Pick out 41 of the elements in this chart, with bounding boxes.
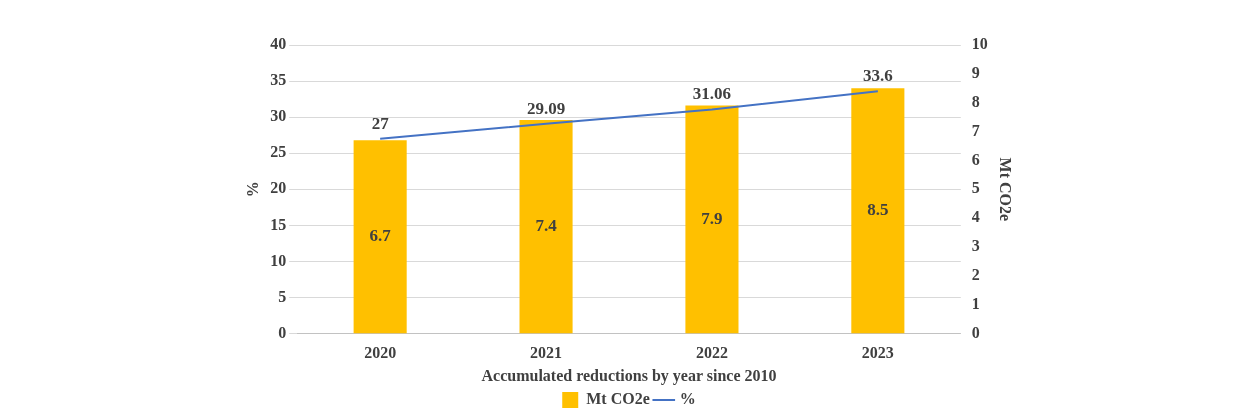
bar: [519, 120, 573, 334]
y2-tick-label: 2: [971, 266, 980, 284]
y2-tick-label: 4: [971, 208, 980, 226]
y2-tick-label: 10: [971, 35, 988, 53]
y2-tick-label: 3: [971, 237, 980, 255]
data-label: 8.5: [867, 200, 889, 220]
data-label: 29.09: [526, 98, 566, 118]
bar: [685, 105, 739, 334]
y-tick-label: 30: [270, 107, 287, 125]
y2-tick-label: 7: [971, 121, 980, 139]
y-axis-title: %: [243, 181, 261, 198]
y2-tick-label: 8: [971, 92, 980, 110]
data-label: 6.7: [369, 226, 392, 246]
y2-tick-label: 5: [971, 179, 980, 197]
bar: [851, 88, 905, 334]
x-axis-title: Accumulated reductions by year since 2010: [481, 366, 777, 385]
data-label: 31.06: [692, 84, 732, 104]
legend-label: %: [679, 390, 696, 408]
y-tick-label: 25: [270, 143, 287, 161]
y-tick-label: 40: [270, 35, 287, 53]
y-tick-label: 0: [278, 323, 287, 341]
y-tick-label: 35: [270, 71, 287, 89]
y-tick-label: 15: [270, 215, 287, 233]
y2-tick-label: 1: [971, 294, 980, 312]
data-label: 33.6: [862, 66, 893, 86]
y-tick-label: 20: [270, 179, 287, 197]
y-tick-label: 5: [278, 287, 287, 305]
y2-tick-label: 0: [971, 323, 980, 341]
y2-tick-label: 9: [971, 64, 980, 81]
x-tick-label: 2021: [530, 344, 563, 362]
x-tick-label: 2023: [861, 344, 894, 362]
data-label: 27: [371, 113, 390, 133]
bar: [353, 140, 407, 334]
data-label: 7.9: [701, 208, 723, 228]
x-tick-label: 2022: [695, 344, 728, 362]
y2-tick-label: 6: [971, 150, 980, 168]
x-tick-label: 2020: [364, 344, 397, 362]
data-label: 7.4: [535, 216, 558, 236]
y-tick-label: 10: [270, 251, 287, 269]
y2-axis-title: Mt CO2e: [997, 157, 1015, 222]
legend-label: Mt CO2e: [586, 390, 650, 408]
